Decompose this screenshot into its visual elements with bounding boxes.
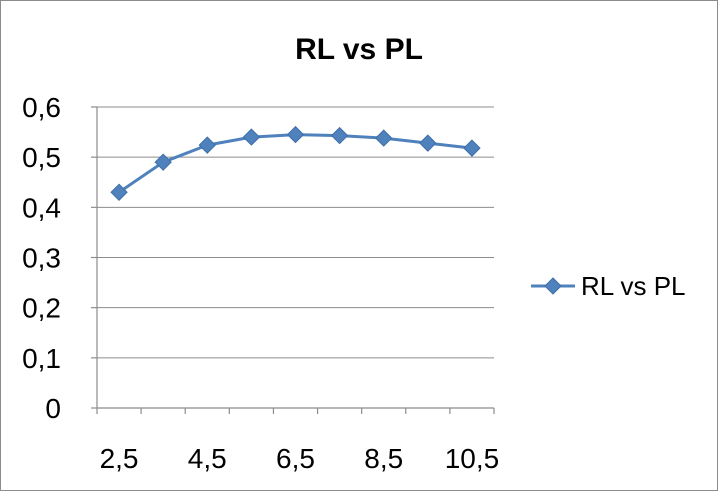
chart-title: RL vs PL bbox=[295, 33, 423, 66]
x-tick-label: 8,5 bbox=[364, 443, 403, 474]
legend: RL vs PL bbox=[531, 271, 686, 301]
data-point-marker bbox=[330, 126, 349, 145]
data-point-marker bbox=[375, 129, 393, 147]
y-axis-tick-labels: 0 0,1 0,2 0,3 0,4 0,5 0,6 bbox=[22, 92, 61, 424]
series-rl-vs-pl bbox=[110, 125, 481, 201]
x-tick-label: 10,5 bbox=[445, 443, 500, 474]
x-axis-tick-labels: 2,5 4,5 6,5 8,5 10,5 bbox=[100, 443, 500, 474]
legend-label: RL vs PL bbox=[581, 271, 686, 301]
legend-diamond-marker-icon bbox=[544, 277, 562, 295]
y-tick-label: 0,3 bbox=[22, 243, 61, 274]
y-tick-label: 0,2 bbox=[22, 293, 61, 324]
x-tick-label: 2,5 bbox=[100, 443, 139, 474]
data-point-marker bbox=[154, 153, 172, 171]
data-point-marker bbox=[198, 136, 216, 154]
axes bbox=[91, 106, 495, 414]
data-point-marker bbox=[242, 128, 261, 146]
y-tick-label: 0,5 bbox=[22, 142, 61, 173]
data-point-marker bbox=[463, 139, 481, 157]
y-tick-label: 0,1 bbox=[22, 343, 61, 374]
y-tick-label: 0 bbox=[45, 393, 61, 424]
y-tick-label: 0,4 bbox=[22, 192, 61, 223]
data-point-marker bbox=[286, 125, 305, 144]
data-point-marker bbox=[110, 183, 128, 201]
y-tick-label: 0,6 bbox=[22, 92, 61, 123]
x-tick-label: 6,5 bbox=[276, 443, 315, 474]
data-point-marker bbox=[419, 134, 437, 152]
x-tick-label: 4,5 bbox=[188, 443, 227, 474]
